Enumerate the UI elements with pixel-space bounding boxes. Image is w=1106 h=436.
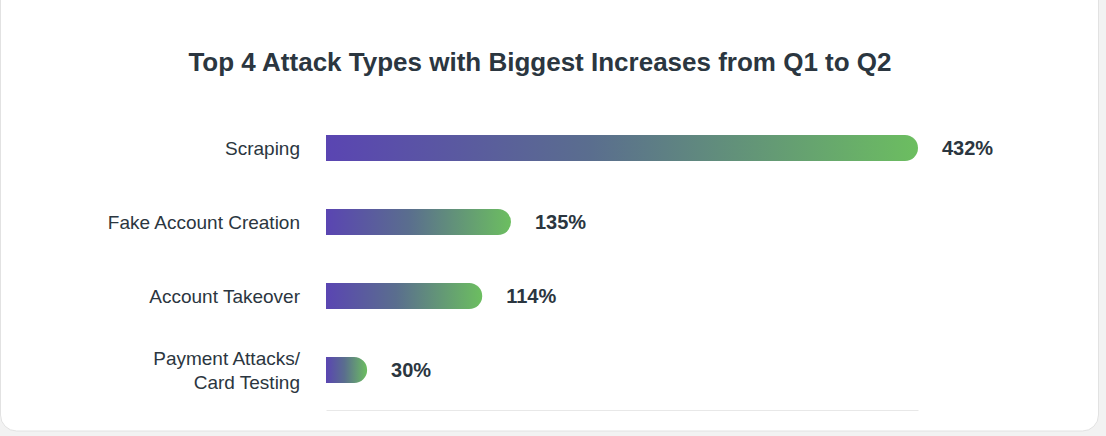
- category-label: Account Takeover: [149, 286, 300, 307]
- data-label: 30%: [391, 359, 431, 381]
- x-axis: [327, 410, 919, 411]
- category-label-line: Card Testing: [194, 372, 300, 393]
- title: Top 4 Attack Types with Biggest Increase…: [188, 47, 891, 77]
- bar: [326, 135, 918, 161]
- category-label-line: Scraping: [225, 138, 300, 159]
- category-label-line: Account Takeover: [149, 286, 300, 307]
- category-label: Payment Attacks/Card Testing: [153, 348, 301, 393]
- category-label: Scraping: [225, 138, 300, 159]
- bar: [326, 209, 511, 235]
- bar: [326, 357, 367, 383]
- chart: Top 4 Attack Types with Biggest Increase…: [0, 0, 1106, 436]
- bar: [326, 283, 482, 309]
- card: [1, 0, 1099, 431]
- data-label: 114%: [506, 285, 556, 307]
- category-label-line: Fake Account Creation: [108, 212, 300, 233]
- category-label-line: Payment Attacks/: [153, 348, 301, 369]
- y-axis: Scraping Fake Account Creation Account Tak…: [108, 138, 301, 393]
- category-label: Fake Account Creation: [108, 212, 300, 233]
- data-label: 135%: [535, 211, 586, 233]
- data-label: 432%: [942, 137, 993, 159]
- plot-area: [326, 135, 918, 383]
- x-axis-line: [327, 410, 919, 411]
